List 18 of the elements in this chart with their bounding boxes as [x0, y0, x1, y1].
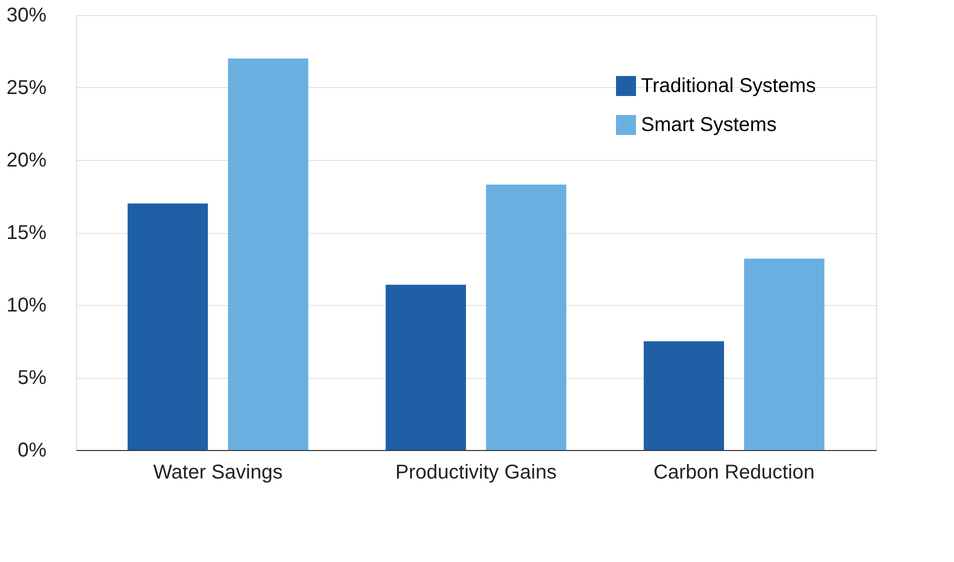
bar	[228, 58, 308, 450]
y-tick-label: 10%	[6, 294, 47, 316]
bar	[644, 341, 724, 450]
x-tick-label: Water Savings	[153, 462, 283, 484]
y-tick-label: 20%	[6, 150, 47, 172]
x-tick-label: Carbon Reduction	[653, 462, 815, 484]
y-tick-label: 25%	[6, 77, 47, 99]
y-tick-label: 15%	[6, 222, 47, 244]
bar	[386, 284, 466, 450]
bar	[486, 184, 566, 450]
x-tick-label: Productivity Gains	[395, 462, 557, 484]
bar	[128, 204, 208, 450]
y-tick-label: 5%	[18, 367, 47, 389]
legend-label: Smart Systems	[641, 114, 777, 136]
legend-label: Traditional Systems	[641, 75, 816, 97]
bar	[744, 258, 824, 450]
y-tick-label: 0%	[18, 440, 47, 462]
y-tick-label: 30%	[6, 4, 47, 26]
